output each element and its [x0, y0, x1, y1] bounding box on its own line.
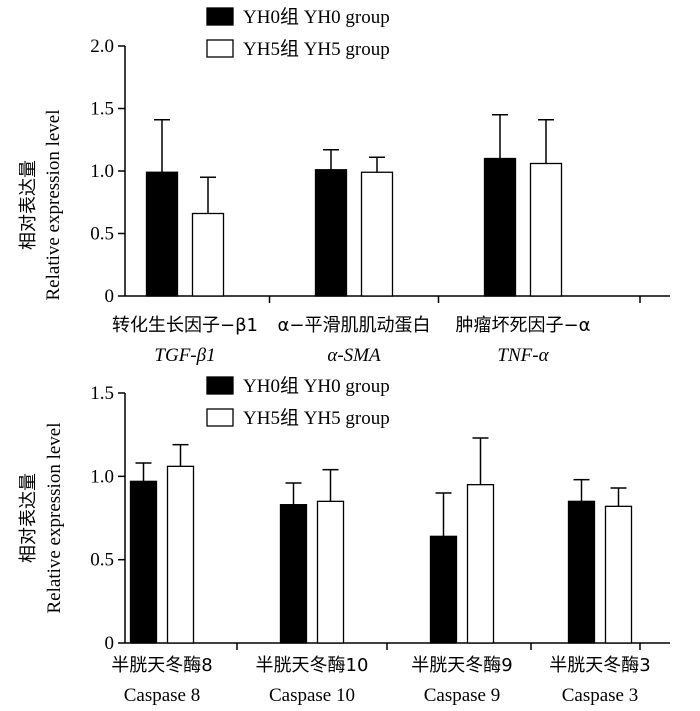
legend-label: YH0组 YH0 group	[243, 6, 390, 28]
category-label-en: Caspase 10	[269, 685, 355, 706]
y-tick-label: 0.5	[90, 224, 114, 245]
bar-yh5	[466, 484, 495, 644]
legend-swatch	[206, 39, 234, 58]
bar-yh0	[314, 169, 348, 297]
bar-yh5	[529, 162, 563, 297]
category-label-en: α-SMA	[327, 345, 381, 366]
legend-swatch	[206, 7, 234, 26]
legend-swatch	[206, 376, 234, 395]
legend: YH0组 YH0 group YH5组 YH5 group	[206, 375, 390, 429]
legend-label: YH5组 YH5 group	[243, 38, 390, 60]
bar-yh0	[483, 157, 517, 297]
bar-yh5	[360, 171, 394, 297]
category-label-cn: 肿瘤坏死因子−α	[456, 315, 591, 336]
y-axis-label-en: Relative expression level	[43, 110, 64, 301]
category-label-en: Caspase 9	[424, 685, 501, 706]
y-axis-label-en: Relative expression level	[44, 423, 65, 614]
chart-1: 0 0.5 1.0 1.5 2.0 转化生长因子−β1 TGF-β1 α−平滑肌肌动蛋白 α-S…	[18, 6, 670, 366]
category-label-cn: 转化生长因子−β1	[112, 315, 258, 336]
y-axis-label-cn: 相对表达量	[18, 160, 39, 250]
category-label-en: TNF-α	[497, 345, 549, 366]
bar-yh5	[191, 212, 225, 297]
category-label-cn: α−平滑肌肌动蛋白	[278, 315, 431, 336]
y-tick-label: 1.0	[90, 466, 114, 487]
bar-yh0	[429, 535, 458, 644]
chart-2: 0 0.5 1.0 1.5 半胱天冬酶8 Caspase 8 半胱天冬酶10 Caspase …	[18, 375, 670, 706]
bar-yh5	[316, 500, 345, 644]
category-label-cn: 半胱天冬酶10	[256, 655, 369, 676]
category-label-cn: 半胱天冬酶8	[111, 655, 212, 676]
y-tick-label: 0.5	[90, 550, 114, 571]
bar-yh0	[145, 171, 179, 297]
bar-yh0	[567, 500, 596, 644]
y-axis-label-cn: 相对表达量	[18, 473, 39, 563]
legend-swatch	[206, 408, 234, 427]
legend-label: YH0组 YH0 group	[243, 375, 390, 397]
category-label-en: Caspase 3	[562, 685, 639, 706]
y-tick-label: 2.0	[90, 36, 114, 57]
y-tick-label: 1.0	[90, 161, 114, 182]
bar-yh0	[129, 480, 158, 644]
legend: YH0组 YH0 group YH5组 YH5 group	[206, 6, 390, 60]
category-label-en: TGF-β1	[154, 345, 215, 366]
bar-yh0	[279, 504, 308, 644]
category-label-cn: 半胱天冬酶9	[411, 655, 512, 676]
y-tick-label: 0	[105, 633, 115, 654]
y-tick-label: 0	[105, 286, 115, 307]
y-tick-label: 1.5	[90, 383, 114, 404]
legend-label: YH5组 YH5 group	[243, 407, 390, 429]
y-tick-label: 1.5	[90, 99, 114, 120]
category-label-cn: 半胱天冬酶3	[549, 655, 650, 676]
bar-yh5	[166, 465, 195, 644]
bar-yh5	[604, 505, 633, 644]
category-label-en: Caspase 8	[124, 685, 201, 706]
